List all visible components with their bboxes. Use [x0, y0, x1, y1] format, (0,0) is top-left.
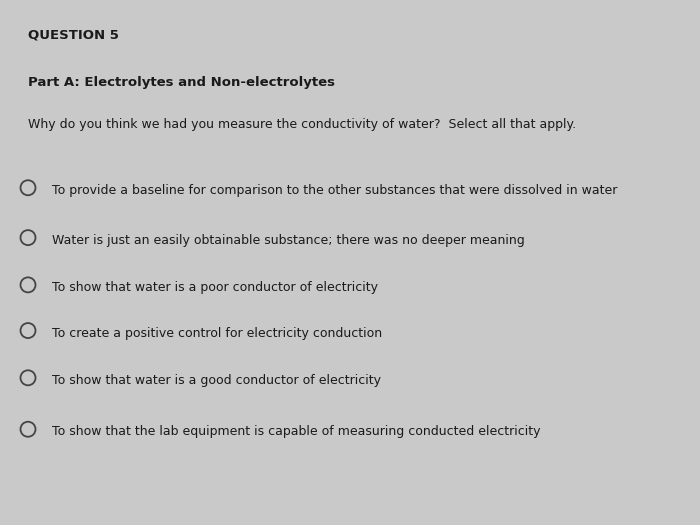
Text: To show that water is a poor conductor of electricity: To show that water is a poor conductor o… [52, 281, 378, 294]
Text: To show that the lab equipment is capable of measuring conducted electricity: To show that the lab equipment is capabl… [52, 425, 540, 438]
Text: Part A: Electrolytes and Non-electrolytes: Part A: Electrolytes and Non-electrolyte… [28, 76, 335, 89]
Text: Water is just an easily obtainable substance; there was no deeper meaning: Water is just an easily obtainable subst… [52, 234, 525, 247]
Text: To show that water is a good conductor of electricity: To show that water is a good conductor o… [52, 374, 381, 387]
Text: To create a positive control for electricity conduction: To create a positive control for electri… [52, 327, 382, 340]
Text: QUESTION 5: QUESTION 5 [28, 29, 119, 42]
Text: To provide a baseline for comparison to the other substances that were dissolved: To provide a baseline for comparison to … [52, 184, 617, 197]
Text: Why do you think we had you measure the conductivity of water?  Select all that : Why do you think we had you measure the … [28, 118, 576, 131]
